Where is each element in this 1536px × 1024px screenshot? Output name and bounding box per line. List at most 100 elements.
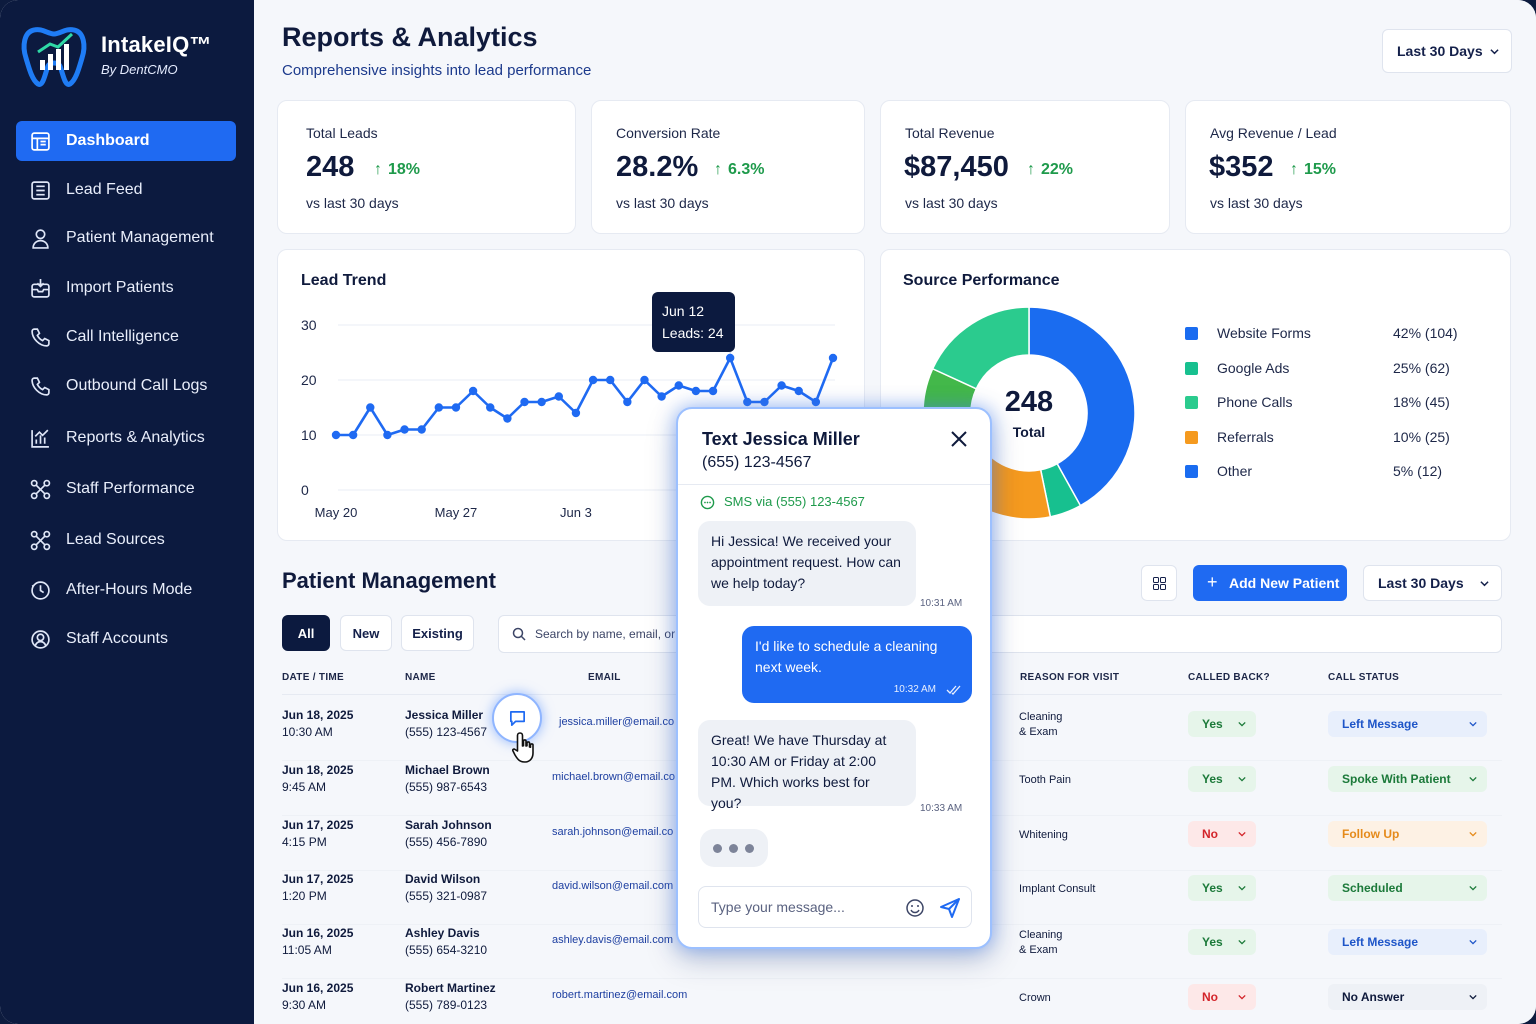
- nav-reports-analytics[interactable]: Reports & Analytics: [16, 418, 236, 458]
- table-row[interactable]: Jun 18, 2025 9:45 AM Michael Brown (555) 98…: [254, 762, 1536, 816]
- nav-dashboard[interactable]: Dashboard: [16, 121, 236, 161]
- add-new-patient-label: Add New Patient: [1229, 575, 1340, 591]
- nav-outbound-call-logs[interactable]: Outbound Call Logs: [16, 366, 236, 406]
- nav-staff-performance[interactable]: Staff Performance: [16, 469, 236, 509]
- row-email-link[interactable]: ashley.davis@email.com: [552, 934, 674, 946]
- message-patient-button[interactable]: [492, 693, 542, 743]
- list-icon: [31, 181, 50, 200]
- chevron-down-icon: [1469, 776, 1477, 782]
- row-name: Robert Martinez (555) 789-0123: [405, 980, 496, 1014]
- kpi-value: $352: [1209, 151, 1274, 183]
- nav-call-intelligence[interactable]: Call Intelligence: [16, 317, 236, 357]
- called-back-dropdown[interactable]: Yes: [1188, 711, 1256, 737]
- y-tick-label: 10: [301, 427, 317, 443]
- call-status-value: Follow Up: [1342, 827, 1400, 841]
- legend-value: 5% (12): [1393, 463, 1443, 479]
- row-patient-name: Ashley Davis: [405, 926, 480, 940]
- grid-view-button[interactable]: [1141, 565, 1177, 601]
- tab-all[interactable]: All: [282, 615, 330, 651]
- date-range-dropdown[interactable]: Last 30 Days: [1382, 29, 1512, 73]
- brand-name: IntakeIQ™: [101, 32, 212, 57]
- lead-trend-point: [691, 386, 701, 396]
- send-icon[interactable]: [939, 897, 961, 919]
- call-status-dropdown[interactable]: No Answer: [1328, 984, 1487, 1010]
- called-back-dropdown[interactable]: No: [1188, 821, 1256, 847]
- row-email-link[interactable]: robert.martinez@email.com: [552, 989, 688, 1001]
- legend-item: Google Ads 25% (62): [1185, 359, 1485, 379]
- nav-staff-accounts[interactable]: Staff Accounts: [16, 619, 236, 659]
- tab-existing[interactable]: Existing: [401, 615, 474, 651]
- row-email-link[interactable]: michael.brown@email.co: [552, 771, 676, 783]
- row-reason: Crown: [1019, 991, 1051, 1006]
- chevron-down-icon: [1469, 994, 1477, 1000]
- row-reason-line2: & Exam: [1019, 944, 1058, 956]
- legend-label: Phone Calls: [1217, 394, 1293, 410]
- row-divider: [282, 978, 1502, 979]
- nav-import-patients[interactable]: Import Patients: [16, 268, 236, 308]
- call-status-dropdown[interactable]: Spoke With Patient: [1328, 766, 1487, 792]
- patient-search-input[interactable]: Search by name, email, or: [498, 615, 1502, 653]
- lead-trend-point: [366, 403, 375, 412]
- hand-cursor-icon: [512, 732, 534, 763]
- row-date: Jun 18, 2025 9:45 AM: [282, 762, 353, 796]
- call-status-dropdown[interactable]: Left Message: [1328, 929, 1487, 955]
- legend-swatch: [1185, 396, 1198, 409]
- row-name: Sarah Johnson (555) 456-7890: [405, 817, 492, 851]
- legend-label: Google Ads: [1217, 360, 1290, 376]
- phone-icon: [31, 377, 50, 396]
- table-row[interactable]: Jun 16, 2025 11:05 AM Ashley Davis (555) 65…: [254, 925, 1536, 979]
- chevron-down-icon: [1238, 721, 1246, 727]
- row-name: David Wilson (555) 321-0987: [405, 871, 487, 905]
- col-header-email: EMAIL: [588, 672, 621, 683]
- called-back-dropdown[interactable]: Yes: [1188, 766, 1256, 792]
- nav-lead-sources[interactable]: Lead Sources: [16, 520, 236, 560]
- nav-lead-feed[interactable]: Lead Feed: [16, 170, 236, 210]
- legend-label: Referrals: [1217, 429, 1274, 445]
- lead-trend-point: [434, 403, 444, 412]
- table-row[interactable]: Jun 16, 2025 9:30 AM Robert Martinez (555) …: [254, 980, 1536, 1024]
- source-performance-title: Source Performance: [903, 272, 1060, 289]
- message-input[interactable]: Type your message...: [698, 886, 972, 928]
- lead-trend-point: [486, 403, 495, 412]
- message-time: 10:33 AM: [920, 803, 963, 814]
- row-email-link[interactable]: sarah.johnson@email.co: [552, 826, 674, 838]
- y-tick-label: 20: [301, 372, 317, 388]
- row-reason-line2: & Exam: [1019, 726, 1058, 738]
- legend-swatch: [1185, 327, 1198, 340]
- bar-chart-icon: [31, 429, 49, 448]
- nav-patient-management[interactable]: Patient Management: [16, 218, 236, 258]
- call-status-dropdown[interactable]: Follow Up: [1328, 821, 1487, 847]
- called-back-dropdown[interactable]: No: [1188, 984, 1256, 1010]
- row-email-link[interactable]: jessica.miller@email.co: [559, 716, 675, 728]
- called-back-dropdown[interactable]: Yes: [1188, 929, 1256, 955]
- tooltip-date: Jun 12: [662, 303, 705, 319]
- table-row[interactable]: Jun 18, 2025 10:30 AM Jessica Miller (555) …: [254, 707, 1536, 761]
- chevron-down-icon: [1469, 831, 1477, 837]
- x-tick-label: May 20: [315, 505, 358, 520]
- grid-icon: [1153, 577, 1166, 590]
- call-status-dropdown[interactable]: Left Message: [1328, 711, 1487, 737]
- call-status-dropdown[interactable]: Scheduled: [1328, 875, 1487, 901]
- row-email-link[interactable]: david.wilson@email.com: [552, 880, 674, 892]
- row-patient-name: Michael Brown: [405, 763, 490, 777]
- pm-date-range-dropdown[interactable]: Last 30 Days: [1363, 565, 1502, 601]
- table-row[interactable]: Jun 17, 2025 4:15 PM Sarah Johnson (555) 45…: [254, 817, 1536, 871]
- date-range-label: Last 30 Days: [1397, 43, 1483, 59]
- close-icon[interactable]: [950, 430, 968, 448]
- row-date: Jun 16, 2025 11:05 AM: [282, 925, 353, 959]
- tab-new[interactable]: New: [340, 615, 392, 651]
- chevron-down-icon: [1238, 939, 1246, 945]
- add-new-patient-button[interactable]: + Add New Patient: [1193, 565, 1347, 601]
- patient-management-title: Patient Management: [282, 568, 496, 593]
- row-patient-name: Sarah Johnson: [405, 818, 492, 832]
- nav-label: Call Intelligence: [66, 328, 179, 345]
- kpi-card-total-revenue: Total Revenue $87,450 ↑ 22% vs last 30 da…: [880, 100, 1170, 234]
- page-subtitle: Comprehensive insights into lead perform…: [282, 62, 592, 79]
- chart-tooltip: Jun 12 Leads: 24: [652, 292, 735, 352]
- row-date-time: 10:30 AM: [282, 725, 333, 739]
- lead-trend-point: [537, 397, 546, 407]
- nav-after-hours-mode[interactable]: After-Hours Mode: [16, 570, 236, 610]
- called-back-dropdown[interactable]: Yes: [1188, 875, 1256, 901]
- lead-trend-point: [674, 381, 683, 390]
- emoji-icon[interactable]: [905, 898, 925, 918]
